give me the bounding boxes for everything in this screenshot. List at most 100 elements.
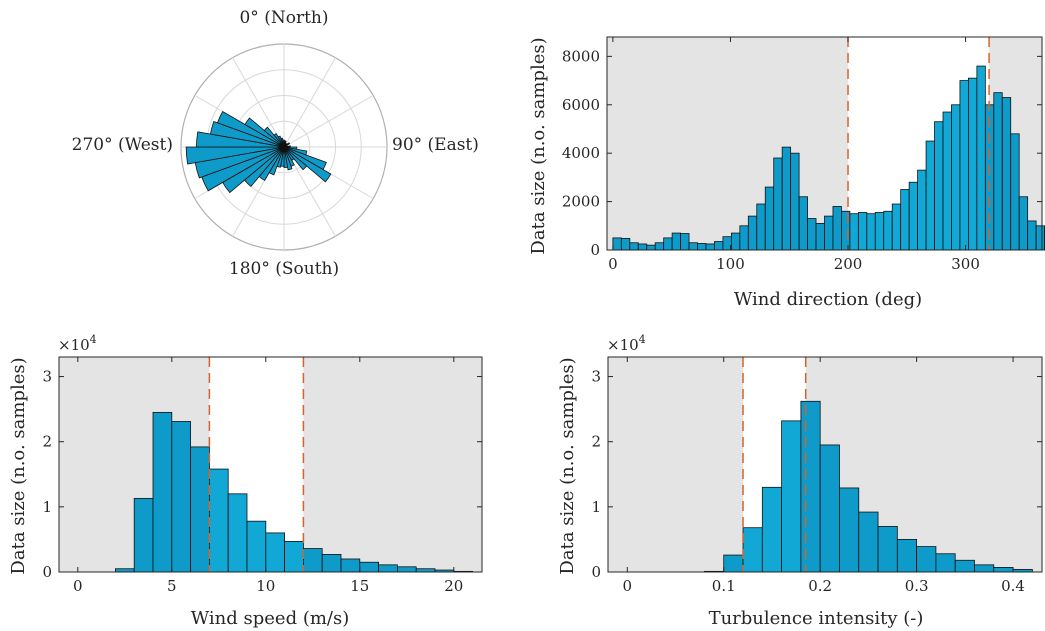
histogram-bar — [171, 421, 192, 573]
histogram-bar — [302, 548, 323, 573]
histogram-bar — [934, 121, 944, 251]
x-tick-label: 0 — [73, 577, 83, 595]
histogram-bar — [284, 540, 304, 573]
y-tick-label: 8000 — [562, 47, 600, 65]
axes-frame — [607, 356, 1043, 573]
y-tick-label: 2 — [42, 433, 52, 451]
histogram-bar — [190, 446, 210, 573]
polar-label-east: 90° (East) — [392, 135, 479, 155]
histogram-bar — [790, 152, 800, 251]
histogram-bar — [208, 468, 229, 573]
histogram-bar — [993, 567, 1014, 573]
x-tick-label: 100 — [716, 255, 745, 273]
histogram-bar — [877, 525, 898, 573]
wind-speed-histogram: 0 5 10 15 20 0 1 2 3 — [42, 356, 483, 595]
polar-wedge — [185, 146, 285, 165]
polar-grid-spoke — [232, 57, 285, 148]
histogram-bar — [798, 196, 808, 251]
histogram-bar — [968, 77, 978, 251]
histogram-bar — [680, 233, 690, 251]
polar-wedge — [244, 117, 285, 148]
polar-label-south: 180° (South) — [229, 259, 339, 279]
histogram-bar — [227, 493, 248, 573]
histogram-bar — [857, 212, 868, 251]
wind-speed-xlabel: Wind speed (m/s) — [191, 608, 350, 629]
histogram-bar — [629, 242, 639, 251]
polar-wind-rose — [180, 43, 388, 251]
histogram-bar — [654, 242, 665, 251]
histogram-bar — [874, 212, 885, 251]
y-tick-label: 2 — [591, 433, 601, 451]
histogram-bar — [152, 411, 173, 573]
histogram-bar — [378, 564, 398, 573]
histogram-bar — [747, 215, 758, 251]
wind-speed-exponent: ×104 — [58, 333, 97, 354]
histogram-bar — [891, 203, 902, 251]
y-tick-label: 1 — [42, 498, 52, 516]
x-tick-label: 15 — [350, 577, 369, 595]
polar-label-north: 0° (North) — [239, 8, 328, 28]
histogram-bar — [764, 186, 775, 251]
x-tick-label: 300 — [951, 255, 980, 273]
x-tick-label: 5 — [167, 577, 177, 595]
polar-wedge — [277, 135, 285, 148]
y-tick-label: 6000 — [562, 96, 600, 114]
x-tick-label: 0 — [623, 577, 633, 595]
polar-grid-spoke — [283, 95, 374, 148]
histogram-bar — [359, 561, 379, 573]
histogram-bar — [133, 497, 154, 573]
x-tick-label: 0.1 — [712, 577, 736, 595]
histogram-bar — [705, 243, 715, 251]
histogram-bar — [839, 487, 860, 573]
x-tick-label: 20 — [444, 577, 463, 595]
histogram-bar — [246, 520, 267, 573]
x-tick-label: 0.3 — [905, 577, 929, 595]
x-tick-label: 0.2 — [808, 577, 832, 595]
histogram-bar — [976, 65, 986, 251]
histogram-bar — [832, 206, 842, 251]
histogram-bar — [739, 225, 749, 251]
histogram-bar — [1018, 196, 1029, 251]
histogram-bar — [858, 511, 879, 573]
wind-direction-xlabel: Wind direction (deg) — [734, 289, 922, 310]
histogram-bar — [671, 232, 681, 251]
histogram-bar — [815, 222, 825, 251]
histogram-bar — [896, 539, 918, 573]
histogram-bar — [900, 189, 910, 251]
wind-direction-ylabel: Data size (n.o. samples) — [528, 37, 549, 254]
histogram-bar — [819, 444, 840, 573]
histogram-bar — [697, 243, 707, 251]
histogram-bar — [800, 400, 821, 573]
histogram-bar — [646, 244, 656, 251]
histogram-bar — [742, 527, 763, 573]
histogram-bar — [824, 215, 834, 251]
polar-label-west: 270° (West) — [72, 135, 173, 155]
histogram-bar — [688, 242, 698, 251]
histogram-bar — [1010, 133, 1020, 251]
polar-wedge — [282, 139, 285, 148]
histogram-bar — [974, 564, 995, 573]
histogram-bar — [849, 213, 859, 251]
x-tick-label: 0 — [608, 255, 618, 273]
histogram-bar — [1035, 225, 1045, 251]
histogram-bar — [761, 486, 782, 573]
histogram-bar — [959, 80, 969, 251]
turbulence-exponent: ×104 — [607, 333, 646, 354]
polar-grid-spoke — [283, 57, 336, 148]
histogram-bar — [954, 559, 975, 573]
turbulence-intensity-histogram: 0 0.1 0.2 0.3 0.4 0 1 2 3 — [591, 356, 1043, 595]
y-tick-label: 0 — [591, 563, 601, 581]
histogram-bar — [908, 181, 919, 251]
histogram-bar — [637, 243, 648, 251]
y-tick-label: 3 — [42, 368, 52, 386]
histogram-bar — [925, 140, 935, 251]
polar-wedge — [273, 133, 285, 148]
histogram-bar — [883, 210, 893, 251]
y-tick-label: 0 — [590, 241, 600, 259]
wind-speed-ylabel: Data size (n.o. samples) — [8, 357, 29, 574]
histogram-bar — [620, 237, 631, 251]
histogram-bar — [917, 169, 927, 251]
histogram-bar — [773, 157, 783, 251]
histogram-bar — [730, 232, 741, 251]
